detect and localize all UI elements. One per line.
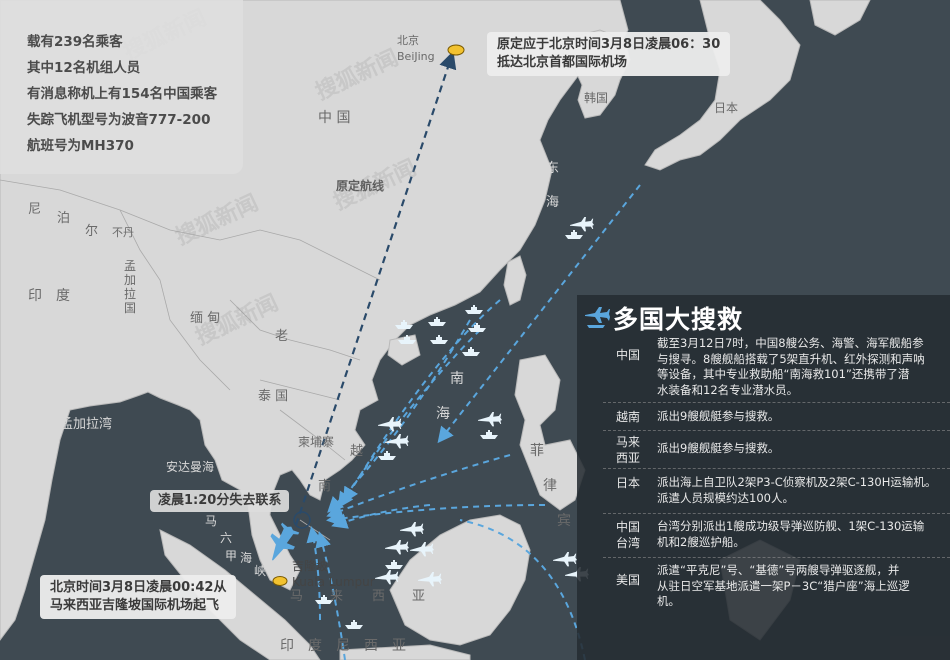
lost-contact-callout: 凌晨1:20分失去联系 <box>150 490 290 512</box>
row-description: 截至3月12日7时，中国8艘公务、海警、海军舰船参 与搜寻。8艘舰船搭载了5架直… <box>657 336 925 397</box>
country-label: 日本 <box>615 476 640 490</box>
label-philippines-2: 律 <box>543 478 557 494</box>
lost-contact-marker <box>293 511 311 529</box>
country-label: 马来 西亚 <box>615 435 640 465</box>
search-table: 中国 截至3月12日7时，中国8艘公务、海警、海军舰船参 与搜寻。8艘舰船搭载了… <box>603 331 950 618</box>
row-description: 派出9艘舰艇参与搜救。 <box>657 409 780 423</box>
country-label: 越南 <box>615 410 640 424</box>
takeoff-callout: 北京时间3月8日凌晨00:42从 马来西亚吉隆坡国际机场起飞 <box>40 575 237 619</box>
search-arrow-malaysia-2 <box>315 531 346 660</box>
label-south-sea-2: 海 <box>436 406 450 422</box>
japan-islands <box>644 0 801 171</box>
label-andaman-sea: 安达曼海 <box>166 459 214 474</box>
search-arrow-us-2 <box>459 519 586 660</box>
label-malacca-3: 甲 <box>225 549 237 563</box>
flight-info-box: 载有239名乘客 其中12名机组人员 有消息称机上有154名中国乘客 失踪飞机型… <box>0 0 243 174</box>
search-arrow-china-2 <box>337 329 481 509</box>
panel-title: 多国大搜救 <box>613 305 744 334</box>
label-cambodia: 柬埔寨 <box>298 434 334 449</box>
label-bangladesh-3: 拉 <box>124 286 136 301</box>
label-east-sea-2: 海 <box>546 195 559 210</box>
info-line: 其中12名机组人员 <box>27 60 141 76</box>
label-india: 印 度 <box>28 288 70 304</box>
label-kuala-lumpur-en: Kuala Lumpur <box>292 575 375 589</box>
label-philippines-3: 宾 <box>557 513 571 529</box>
label-beijing-en: BeiJing <box>397 50 435 63</box>
takeoff-callout-line2: 马来西亚吉隆坡国际机场起飞 <box>50 598 220 613</box>
label-korea: 韩国 <box>584 90 608 105</box>
kuala-lumpur-marker <box>272 576 288 586</box>
search-arrow-china-3 <box>327 319 471 513</box>
row-description: 派遣“平克尼”号、“基德”号两艘导弹驱逐舰，并 从驻日空军基地派遣一架P－3C“… <box>657 563 910 608</box>
table-row: 马来 西亚 派出9艘舰艇参与搜救。 <box>603 431 950 469</box>
planned-route-line <box>294 50 457 526</box>
info-line: 载有239名乘客 <box>27 34 123 50</box>
table-row: 中国 台湾 台湾分别派出1艘成功级导弹巡防舰、1架C-130运输 机和2艘巡护船… <box>603 514 950 558</box>
plane-icon <box>585 307 610 328</box>
label-myanmar: 缅 甸 <box>190 311 220 326</box>
search-arrow-malaysia-1 <box>306 526 323 621</box>
label-bangladesh-4: 国 <box>124 301 136 315</box>
label-malaysia-4: 亚 <box>412 589 425 604</box>
label-beijing-cn: 北京 <box>397 33 419 47</box>
label-nepal-3: 尔 <box>85 224 98 239</box>
taiwan-island <box>503 255 527 306</box>
country-label: 中国 台湾 <box>615 520 640 550</box>
table-row: 中国 截至3月12日7时，中国8艘公务、海警、海军舰船参 与搜寻。8艘舰船搭载了… <box>603 331 950 403</box>
info-line: 有消息称机上有154名中国乘客 <box>27 86 218 102</box>
beijing-callout-line1: 原定应于北京时间3月8日凌晨06：30 <box>497 37 721 52</box>
label-malaysia-3: 西 <box>372 589 385 604</box>
label-philippines-1: 菲 <box>530 443 544 459</box>
info-line: 失踪飞机型号为波音777-200 <box>27 112 211 128</box>
table-row: 越南 派出9艘舰艇参与搜救。 <box>603 403 950 431</box>
lost-contact-text: 凌晨1:20分失去联系 <box>158 493 282 508</box>
label-east-sea-1: 东 <box>546 161 559 176</box>
table-row: 美国 派遣“平克尼”号、“基德”号两艘导弹驱逐舰，并 从驻日空军基地派遣一架P－… <box>603 558 950 618</box>
table-row: 日本 派出海上自卫队2架P3-C侦察机及2架C-130H运输机。 派遣人员规模约… <box>603 469 950 514</box>
label-japan: 日本 <box>714 101 738 115</box>
search-rescue-panel: 多国大搜救 中国 截至3月12日7时，中国8艘公务、海警、海军舰船参 与搜寻。8… <box>577 295 950 660</box>
row-description: 派出海上自卫队2架P3-C侦察机及2架C-130H运输机。 派遣人员规模约达10… <box>657 475 937 505</box>
label-malacca-4: 海 <box>240 550 252 565</box>
row-description: 台湾分别派出1艘成功级导弹巡防舰、1架C-130运输 机和2艘巡护船。 <box>657 519 925 549</box>
label-laos: 老 <box>275 329 288 344</box>
label-china: 中 国 <box>318 110 350 126</box>
beijing-marker <box>447 44 465 56</box>
label-malaysia-1: 马 <box>290 589 303 604</box>
label-malaysia-2: 来 <box>330 589 343 604</box>
takeoff-callout-line1: 北京时间3月8日凌晨00:42从 <box>50 580 227 595</box>
beijing-arrival-callout: 原定应于北京时间3月8日凌晨06：30 抵达北京首都国际机场 <box>487 32 731 76</box>
label-malacca-1: 马 <box>205 514 217 528</box>
label-planned-route: 原定航线 <box>336 178 384 193</box>
info-line: 航班号为MH370 <box>27 138 134 154</box>
label-malacca-5: 峡 <box>254 564 266 578</box>
label-bangladesh-1: 孟 <box>124 259 136 273</box>
country-label: 中国 <box>615 348 640 362</box>
label-kuala-lumpur-cn: 吉隆坡 <box>292 558 328 573</box>
row-description: 派出9艘舰艇参与搜救。 <box>657 441 780 455</box>
search-arrow-us-1 <box>326 504 546 527</box>
country-label: 美国 <box>615 573 640 587</box>
label-nepal-1: 尼 <box>28 202 41 217</box>
label-south-sea-1: 南 <box>450 371 464 387</box>
label-malacca-2: 六 <box>220 531 232 545</box>
label-bhutan: 不丹 <box>112 226 134 239</box>
label-thailand: 泰 国 <box>258 389 288 404</box>
label-vietnam-2: 南 <box>318 478 331 494</box>
label-nepal-2: 泊 <box>57 211 70 226</box>
label-bangladesh-2: 加 <box>124 273 136 287</box>
label-indonesia: 印 度 尼 西 亚 <box>280 638 406 654</box>
search-arrows <box>306 184 641 660</box>
search-arrow-philippines <box>326 454 511 519</box>
search-arrow-taiwan <box>331 504 431 529</box>
takeoff-plane-icon <box>270 522 300 561</box>
label-vietnam-1: 越 <box>350 444 363 459</box>
beijing-callout-line2: 抵达北京首都国际机场 <box>497 55 628 70</box>
label-bay-of-bengal: 孟加拉湾 <box>60 416 112 432</box>
